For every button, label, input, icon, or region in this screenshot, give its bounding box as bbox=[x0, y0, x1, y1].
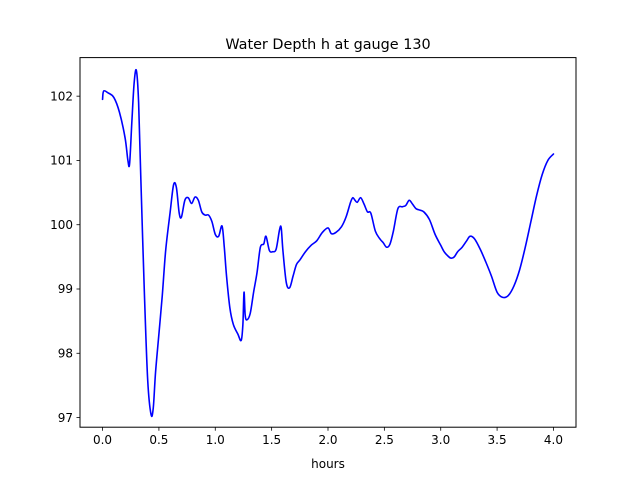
x-tick-label: 0.5 bbox=[149, 433, 168, 447]
x-axis: 0.0 0.5 1.0 1.5 2.0 2.5 3.0 3.5 4.0 bbox=[93, 427, 563, 447]
y-axis: 97 98 99 100 101 102 bbox=[50, 89, 80, 425]
x-tick-label: 2.0 bbox=[318, 433, 337, 447]
plot-area bbox=[101, 68, 555, 418]
y-tick-label: 99 bbox=[58, 282, 73, 296]
y-tick-label: 100 bbox=[50, 218, 73, 232]
plot-frame bbox=[79, 57, 577, 428]
x-tick-label: 3.5 bbox=[488, 433, 507, 447]
y-tick-label: 101 bbox=[50, 154, 73, 168]
x-tick-label: 1.5 bbox=[262, 433, 281, 447]
x-tick-label: 0.0 bbox=[93, 433, 112, 447]
chart-title: Water Depth h at gauge 130 bbox=[225, 37, 430, 53]
x-tick-label: 1.0 bbox=[206, 433, 225, 447]
x-axis-label: hours bbox=[311, 457, 345, 471]
x-tick-label: 4.0 bbox=[544, 433, 563, 447]
series-line bbox=[101, 68, 555, 418]
y-tick-label: 102 bbox=[50, 89, 73, 103]
y-tick-label: 97 bbox=[58, 411, 73, 425]
x-tick-label: 2.5 bbox=[375, 433, 394, 447]
x-tick-label: 3.0 bbox=[431, 433, 450, 447]
y-tick-label: 98 bbox=[58, 346, 73, 360]
